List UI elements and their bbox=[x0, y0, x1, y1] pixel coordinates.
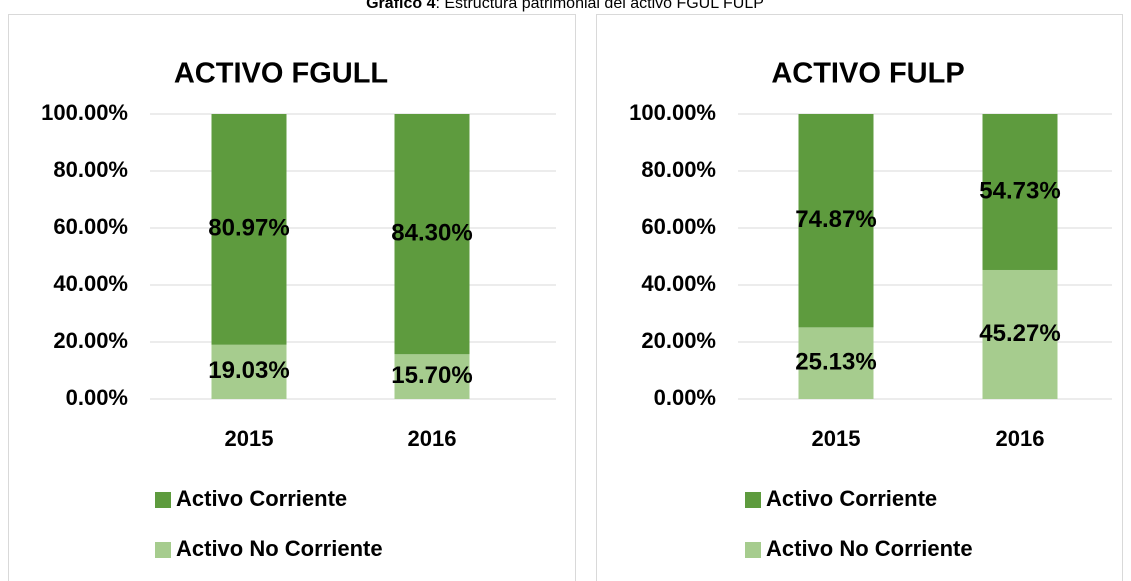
y-tick-label: 80.00% bbox=[641, 157, 716, 182]
data-label: 80.97% bbox=[208, 215, 289, 242]
y-tick-label: 40.00% bbox=[641, 271, 716, 296]
title-text: : Estructura patrimonial del activo FGUL… bbox=[435, 0, 763, 12]
legend-swatch bbox=[745, 542, 761, 558]
y-tick-label: 80.00% bbox=[53, 157, 128, 182]
x-tick-label: 2016 bbox=[408, 426, 457, 451]
bar-segment bbox=[798, 114, 874, 328]
legend-label: Activo Corriente bbox=[766, 486, 937, 511]
legend-label: Activo No Corriente bbox=[766, 536, 973, 561]
chart-title: ACTIVO FGULL bbox=[174, 58, 388, 90]
bar-segment bbox=[211, 114, 287, 345]
panel bbox=[8, 14, 576, 581]
x-tick-label: 2016 bbox=[996, 426, 1045, 451]
y-tick-label: 60.00% bbox=[641, 214, 716, 239]
bar-segment bbox=[394, 354, 470, 399]
legend-swatch bbox=[745, 492, 761, 508]
x-tick-label: 2015 bbox=[812, 426, 861, 451]
bar-segment bbox=[982, 269, 1058, 399]
y-tick-label: 100.00% bbox=[629, 100, 716, 125]
data-label: 54.73% bbox=[979, 177, 1060, 204]
y-tick-label: 20.00% bbox=[53, 328, 128, 353]
y-tick-label: 0.00% bbox=[66, 385, 128, 410]
legend-swatch bbox=[155, 542, 171, 558]
bar-segment bbox=[211, 344, 287, 399]
x-tick-label: 2015 bbox=[225, 426, 274, 451]
legend-swatch bbox=[155, 492, 171, 508]
y-tick-label: 20.00% bbox=[641, 328, 716, 353]
data-label: 74.87% bbox=[795, 206, 876, 233]
y-tick-label: 40.00% bbox=[53, 271, 128, 296]
page-title: Gráfico 4: Estructura patrimonial del ac… bbox=[366, 0, 764, 12]
legend-label: Activo Corriente bbox=[176, 486, 347, 511]
chart-title: ACTIVO FULP bbox=[771, 58, 964, 90]
bar-segment bbox=[798, 327, 874, 399]
y-tick-label: 0.00% bbox=[654, 385, 716, 410]
title-label: Gráfico 4 bbox=[366, 0, 435, 12]
y-tick-label: 60.00% bbox=[53, 214, 128, 239]
data-label: 84.30% bbox=[391, 219, 472, 246]
bar-segment bbox=[394, 114, 470, 355]
y-tick-label: 100.00% bbox=[41, 100, 128, 125]
data-label: 19.03% bbox=[208, 357, 289, 384]
data-label: 25.13% bbox=[795, 349, 876, 376]
data-label: 15.70% bbox=[391, 362, 472, 389]
bar-segment bbox=[982, 114, 1058, 270]
data-label: 45.27% bbox=[979, 320, 1060, 347]
legend-label: Activo No Corriente bbox=[176, 536, 383, 561]
